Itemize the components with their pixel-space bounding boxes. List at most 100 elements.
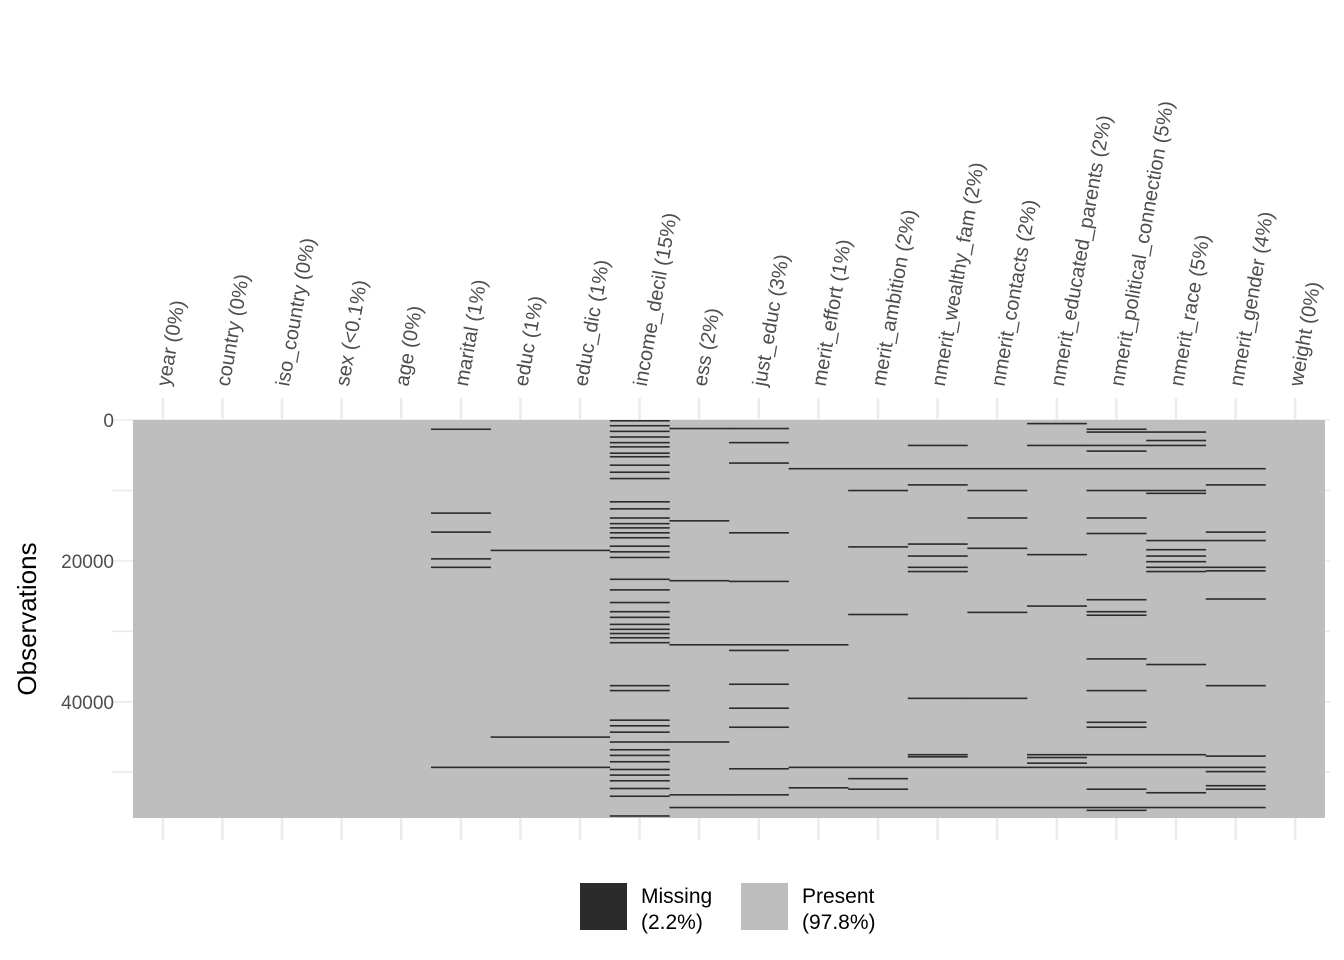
- missing-mark: [1146, 806, 1207, 809]
- missing-mark: [431, 531, 491, 533]
- column-label: nmerit_contacts (2%): [987, 198, 1041, 388]
- missing-mark: [609, 441, 670, 444]
- missing-mark: [1146, 467, 1207, 470]
- missing-mark: [609, 517, 670, 519]
- missing-mark: [609, 589, 670, 591]
- missing-mark: [431, 566, 491, 569]
- missing-mark: [609, 616, 670, 619]
- missing-mark: [1146, 489, 1207, 492]
- missing-mark: [669, 794, 730, 796]
- missing-mark: [848, 613, 909, 616]
- missing-mark: [609, 632, 670, 635]
- missing-mark: [1027, 762, 1087, 764]
- missing-mark: [1086, 753, 1147, 756]
- missing-mark: [1086, 598, 1147, 601]
- column-label: nmerit_wealthy_fam (2%): [928, 161, 989, 388]
- missing-mark: [1146, 548, 1207, 551]
- column-label: nmerit_gender (4%): [1226, 210, 1278, 388]
- legend-present-label: Present: [802, 885, 875, 908]
- missing-mark: [1086, 614, 1147, 617]
- missing-mark: [1146, 539, 1207, 542]
- missing-mark: [609, 601, 670, 604]
- missing-mark: [1027, 605, 1087, 607]
- missing-mark: [1205, 531, 1266, 533]
- missing-mark: [609, 623, 670, 626]
- missing-mark: [1086, 610, 1147, 613]
- legend-present-pct: (97.8%): [802, 911, 876, 934]
- missing-mark: [609, 536, 670, 539]
- missing-mark: [1027, 422, 1087, 425]
- legend-missing-swatch: [580, 883, 627, 930]
- missing-mark: [609, 471, 670, 474]
- missing-mark: [669, 427, 730, 430]
- missing-mark: [609, 420, 670, 422]
- missing-mark: [1086, 658, 1147, 660]
- missing-mark: [1146, 444, 1207, 447]
- missing-mark: [729, 427, 789, 430]
- missing-mark: [907, 566, 968, 569]
- missing-mark: [907, 697, 968, 700]
- missing-mark: [609, 551, 670, 553]
- missing-mark: [609, 641, 670, 644]
- missing-mark: [490, 549, 551, 552]
- missing-mark: [609, 452, 670, 455]
- missing-mark: [609, 815, 670, 817]
- missing-mark: [1205, 570, 1266, 572]
- missing-mark: [1086, 467, 1147, 470]
- legend: Missing (2.2%) Present (97.8%): [580, 883, 876, 934]
- missing-mark: [609, 628, 670, 631]
- missing-mark: [1205, 566, 1266, 569]
- missing-mark: [729, 441, 789, 444]
- column-label: merit_effort (1%): [809, 238, 856, 388]
- missing-mark: [1086, 431, 1147, 433]
- missing-mark: [907, 555, 968, 557]
- missing-mark: [729, 767, 789, 770]
- missing-mark: [1146, 492, 1207, 495]
- missing-mark: [609, 731, 670, 733]
- missing-mark: [729, 794, 789, 796]
- missing-mark: [907, 484, 968, 486]
- missing-mark: [1146, 766, 1207, 769]
- missing-mark: [967, 697, 1028, 700]
- missing-mark: [729, 707, 789, 710]
- legend-missing-pct: (2.2%): [641, 911, 703, 934]
- y-tick-label: 20000: [61, 552, 114, 573]
- missing-mark: [609, 725, 670, 727]
- missing-mark: [729, 644, 789, 646]
- missing-mark: [550, 549, 611, 552]
- missing-mark: [1027, 756, 1087, 759]
- missing-mark: [788, 806, 849, 809]
- missing-mark: [609, 636, 670, 639]
- missing-mark: [848, 546, 909, 548]
- missing-mark: [907, 753, 968, 756]
- column-label: nmerit_political_connection (5%): [1107, 99, 1179, 387]
- column-label: educ (1%): [511, 294, 548, 388]
- column-label: country (0%): [213, 272, 254, 387]
- missing-mark: [609, 578, 670, 581]
- y-tick-labels: 0 20000 40000: [61, 411, 114, 714]
- missing-mark: [1205, 766, 1266, 769]
- missing-mark: [490, 736, 551, 738]
- missing-mark: [729, 726, 789, 729]
- missing-mark: [788, 766, 849, 769]
- missing-mark: [609, 522, 670, 525]
- missing-mark: [609, 532, 670, 534]
- missing-mark: [669, 806, 730, 809]
- missing-mark: [1027, 766, 1087, 769]
- missing-mark: [788, 467, 849, 470]
- column-labels: year (0%) country (0%) iso_country (0%) sex…: [153, 99, 1325, 388]
- missing-mark: [1027, 444, 1087, 447]
- missing-mark: [1086, 450, 1147, 452]
- missing-mark: [729, 580, 789, 583]
- missing-mark: [1027, 806, 1087, 809]
- missing-mark: [1205, 539, 1266, 542]
- missing-mark: [1205, 806, 1266, 809]
- missing-mark: [609, 741, 670, 743]
- missing-mark: [1205, 598, 1266, 600]
- y-axis-title: Observations: [12, 542, 42, 695]
- column-label: merit_ambition (2%): [868, 208, 921, 388]
- column-label: just_educ (3%): [749, 253, 794, 389]
- present-area: [133, 420, 1325, 818]
- missing-mark: [1146, 570, 1207, 573]
